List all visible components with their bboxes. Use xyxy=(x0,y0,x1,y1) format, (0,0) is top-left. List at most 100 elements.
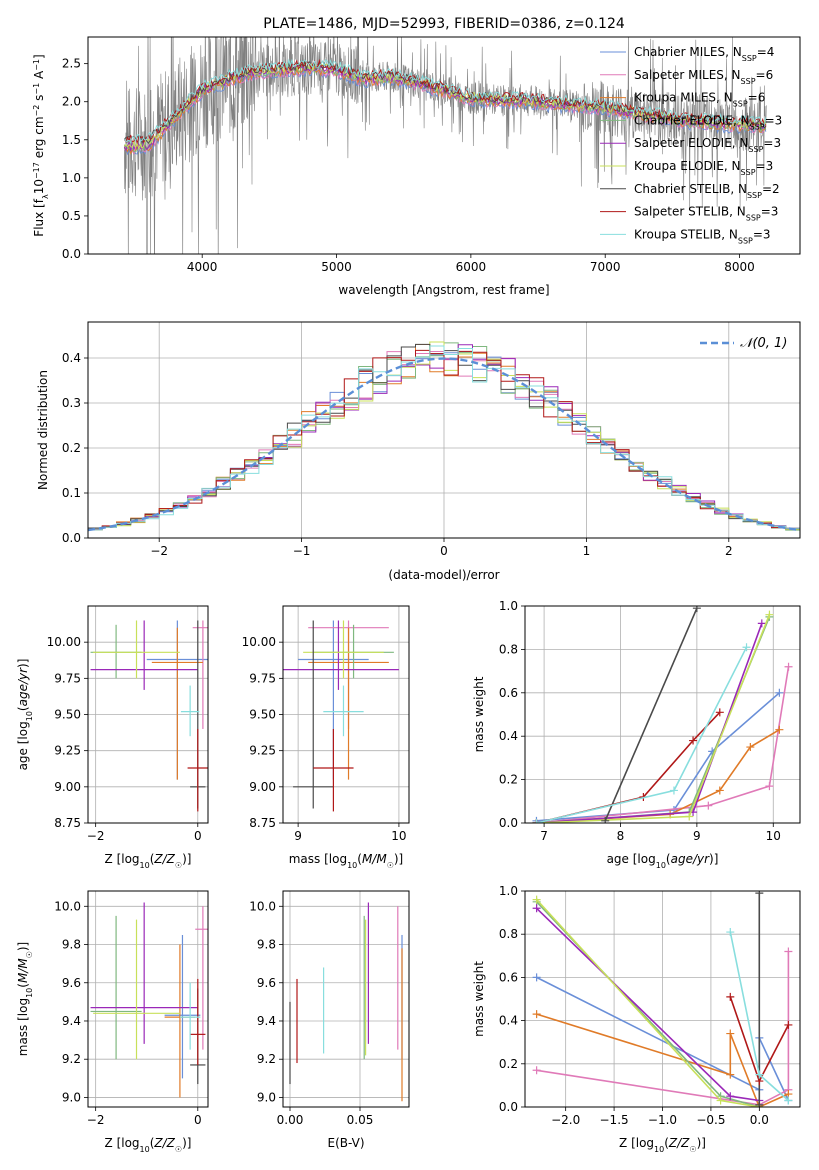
legend-entry: Chabrier STELIB, NSSP=2 xyxy=(634,182,780,200)
y-tick-label: 8.75 xyxy=(54,816,81,830)
x-tick-label: 7 xyxy=(540,829,548,843)
data-point xyxy=(784,1020,793,1029)
axes-frame xyxy=(524,605,801,824)
x-tick-label: 8000 xyxy=(724,260,755,274)
y-tick-label: 1.0 xyxy=(499,884,518,898)
data-point xyxy=(775,688,784,697)
legend-entry: 𝒩(0, 1) xyxy=(740,336,787,351)
y-tick-label: 9.25 xyxy=(54,744,81,758)
x-axis-label: wavelength [Angstrom, rest frame] xyxy=(338,283,549,297)
y-tick-label: 0.8 xyxy=(499,927,518,941)
y-tick-label: 0.8 xyxy=(499,642,518,656)
data-point xyxy=(775,725,784,734)
x-tick-label: 0.05 xyxy=(347,1113,374,1127)
weight-line xyxy=(536,614,771,823)
y-tick-label: 9.50 xyxy=(54,708,81,722)
chart-title: PLATE=1486, MJD=52993, FIBERID=0386, z=0… xyxy=(263,16,625,32)
x-tick-label: −2 xyxy=(150,544,168,558)
x-tick-label: −1.5 xyxy=(600,1113,629,1127)
x-tick-label: 9 xyxy=(693,829,701,843)
weight_vs_Z-plot xyxy=(532,891,793,1107)
data-point xyxy=(532,904,541,913)
x-tick-label: 10 xyxy=(391,829,406,843)
data-point xyxy=(532,895,541,904)
weight-line xyxy=(536,729,780,823)
y-tick-label: 0.1 xyxy=(62,486,81,500)
axes-frame xyxy=(282,890,410,1108)
y-tick-label: 9.4 xyxy=(62,1014,81,1028)
y-tick-label: 9.8 xyxy=(257,938,276,952)
data-point xyxy=(532,1066,541,1075)
x-tick-label: 1 xyxy=(583,544,591,558)
data-point xyxy=(757,619,766,628)
data-point xyxy=(765,610,774,619)
x-tick-label: 6000 xyxy=(456,260,487,274)
y-tick-label: 1.0 xyxy=(499,599,518,613)
x-axis-label: Z [log10(Z/Z☉)] xyxy=(619,1136,706,1154)
x-tick-label: −1 xyxy=(293,544,311,558)
y-axis-label: mass [log10(M/M☉)] xyxy=(16,942,34,1057)
legend-entry: Kroupa MILES, NSSP=6 xyxy=(634,91,765,109)
data-point xyxy=(689,736,698,745)
y-tick-label: 9.6 xyxy=(257,976,276,990)
x-tick-label: −2 xyxy=(87,1113,105,1127)
data-point xyxy=(685,812,694,821)
data-point xyxy=(726,1092,735,1101)
data-point xyxy=(755,891,764,898)
y-tick-label: 0.2 xyxy=(499,1057,518,1071)
y-tick-label: 1.5 xyxy=(62,133,81,147)
data-point xyxy=(532,973,541,982)
y-tick-label: 2.0 xyxy=(62,95,81,109)
legend-entry: Chabrier MILES, NSSP=4 xyxy=(634,45,774,63)
y-tick-label: 9.2 xyxy=(62,1052,81,1066)
y-tick-label: 10.00 xyxy=(242,635,276,649)
age_vs_Z-plot xyxy=(90,620,208,812)
y-tick-label: 10.00 xyxy=(47,635,81,649)
weight-line xyxy=(536,616,771,823)
y-tick-label: 0.4 xyxy=(499,1014,518,1028)
x-axis-label: Z [log10(Z/Z☉)] xyxy=(105,852,192,870)
data-point xyxy=(532,1010,541,1019)
y-tick-label: 0.0 xyxy=(62,531,81,545)
y-tick-label: 0.6 xyxy=(499,970,518,984)
mass_vs_EBV-plot xyxy=(289,902,403,1102)
x-tick-label: 0.00 xyxy=(277,1113,304,1127)
data-point xyxy=(755,1100,764,1107)
data-point xyxy=(715,708,724,717)
data-point xyxy=(784,1096,793,1105)
x-tick-label: −0.5 xyxy=(696,1113,725,1127)
x-tick-label: 0.0 xyxy=(750,1113,769,1127)
y-tick-label: 9.8 xyxy=(62,938,81,952)
age_vs_mass-plot xyxy=(283,620,399,812)
model-spectrum-line xyxy=(123,58,767,144)
y-axis-label: mass weight xyxy=(472,961,486,1037)
y-tick-label: 8.75 xyxy=(249,816,276,830)
x-tick-label: 7000 xyxy=(590,260,621,274)
legend-entry: Salpeter ELODIE, NSSP=3 xyxy=(634,136,781,154)
y-tick-label: 0.5 xyxy=(62,209,81,223)
y-tick-label: 10.0 xyxy=(54,899,81,913)
axes-frame xyxy=(87,890,209,1108)
legend-entry: Salpeter STELIB, NSSP=3 xyxy=(634,205,778,223)
y-tick-label: 2.5 xyxy=(62,57,81,71)
y-tick-label: 9.00 xyxy=(249,780,276,794)
y-tick-label: 9.25 xyxy=(249,744,276,758)
y-tick-label: 0.4 xyxy=(62,351,81,365)
y-tick-label: 9.00 xyxy=(54,780,81,794)
y-tick-label: 9.4 xyxy=(257,1014,276,1028)
mass_vs_Z-plot xyxy=(90,902,208,1098)
model-spectrum-line xyxy=(123,64,767,153)
legend-entry: Kroupa STELIB, NSSP=3 xyxy=(634,227,771,245)
x-tick-label: 4000 xyxy=(187,260,218,274)
data-point xyxy=(692,606,701,613)
x-axis-label: (data-model)/error xyxy=(388,568,499,582)
x-axis-label: Z [log10(Z/Z☉)] xyxy=(105,1136,192,1154)
y-axis-label: Flux [fλ10−17 erg cm−2 s−1 A−1] xyxy=(32,54,50,236)
y-tick-label: 0.6 xyxy=(499,686,518,700)
data-point xyxy=(704,801,713,810)
axes-frame xyxy=(87,36,801,255)
data-point xyxy=(715,786,724,795)
x-tick-label: 0 xyxy=(440,544,448,558)
y-axis-label: age [log10(age/yr)] xyxy=(16,659,34,771)
